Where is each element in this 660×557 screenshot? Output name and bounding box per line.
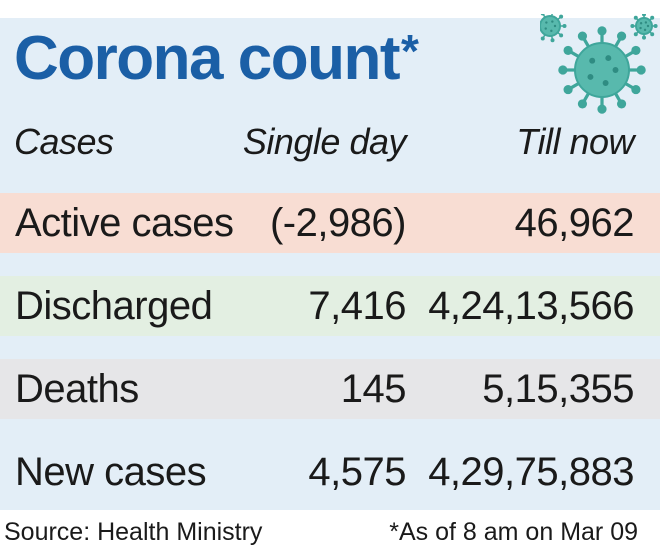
till-now-value: 4,24,13,566 bbox=[428, 284, 634, 328]
row-deaths: Deaths 145 5,15,355 bbox=[0, 359, 660, 419]
till-now-value: 46,962 bbox=[514, 201, 635, 245]
single-day-value: 145 bbox=[340, 367, 407, 411]
row-label: Deaths bbox=[15, 367, 139, 411]
row-discharged: Discharged 7,416 4,24,13,566 bbox=[0, 276, 660, 336]
header-till-now: Till now bbox=[516, 121, 634, 162]
till-now-value: 4,29,75,883 bbox=[428, 450, 634, 494]
till-now-value: 5,15,355 bbox=[482, 367, 634, 411]
single-day-value: 4,575 bbox=[308, 450, 406, 494]
single-day-value: (-2,986) bbox=[269, 201, 407, 245]
chart-title: Corona count* bbox=[14, 24, 419, 93]
row-active-cases: Active cases (-2,986) 46,962 bbox=[0, 193, 660, 253]
table-panel bbox=[0, 18, 660, 510]
row-new-cases: New cases 4,575 4,29,75,883 bbox=[0, 442, 660, 502]
coronavirus-icon bbox=[540, 14, 658, 114]
asof-note: *As of 8 am on Mar 09 bbox=[389, 518, 638, 546]
row-label: Active cases bbox=[15, 201, 234, 245]
row-label: New cases bbox=[15, 450, 207, 494]
header-cases: Cases bbox=[14, 121, 114, 162]
source-note: Source: Health Ministry bbox=[4, 518, 263, 546]
row-label: Discharged bbox=[15, 284, 213, 328]
single-day-value: 7,416 bbox=[308, 284, 406, 328]
header-single-day: Single day bbox=[242, 121, 407, 162]
